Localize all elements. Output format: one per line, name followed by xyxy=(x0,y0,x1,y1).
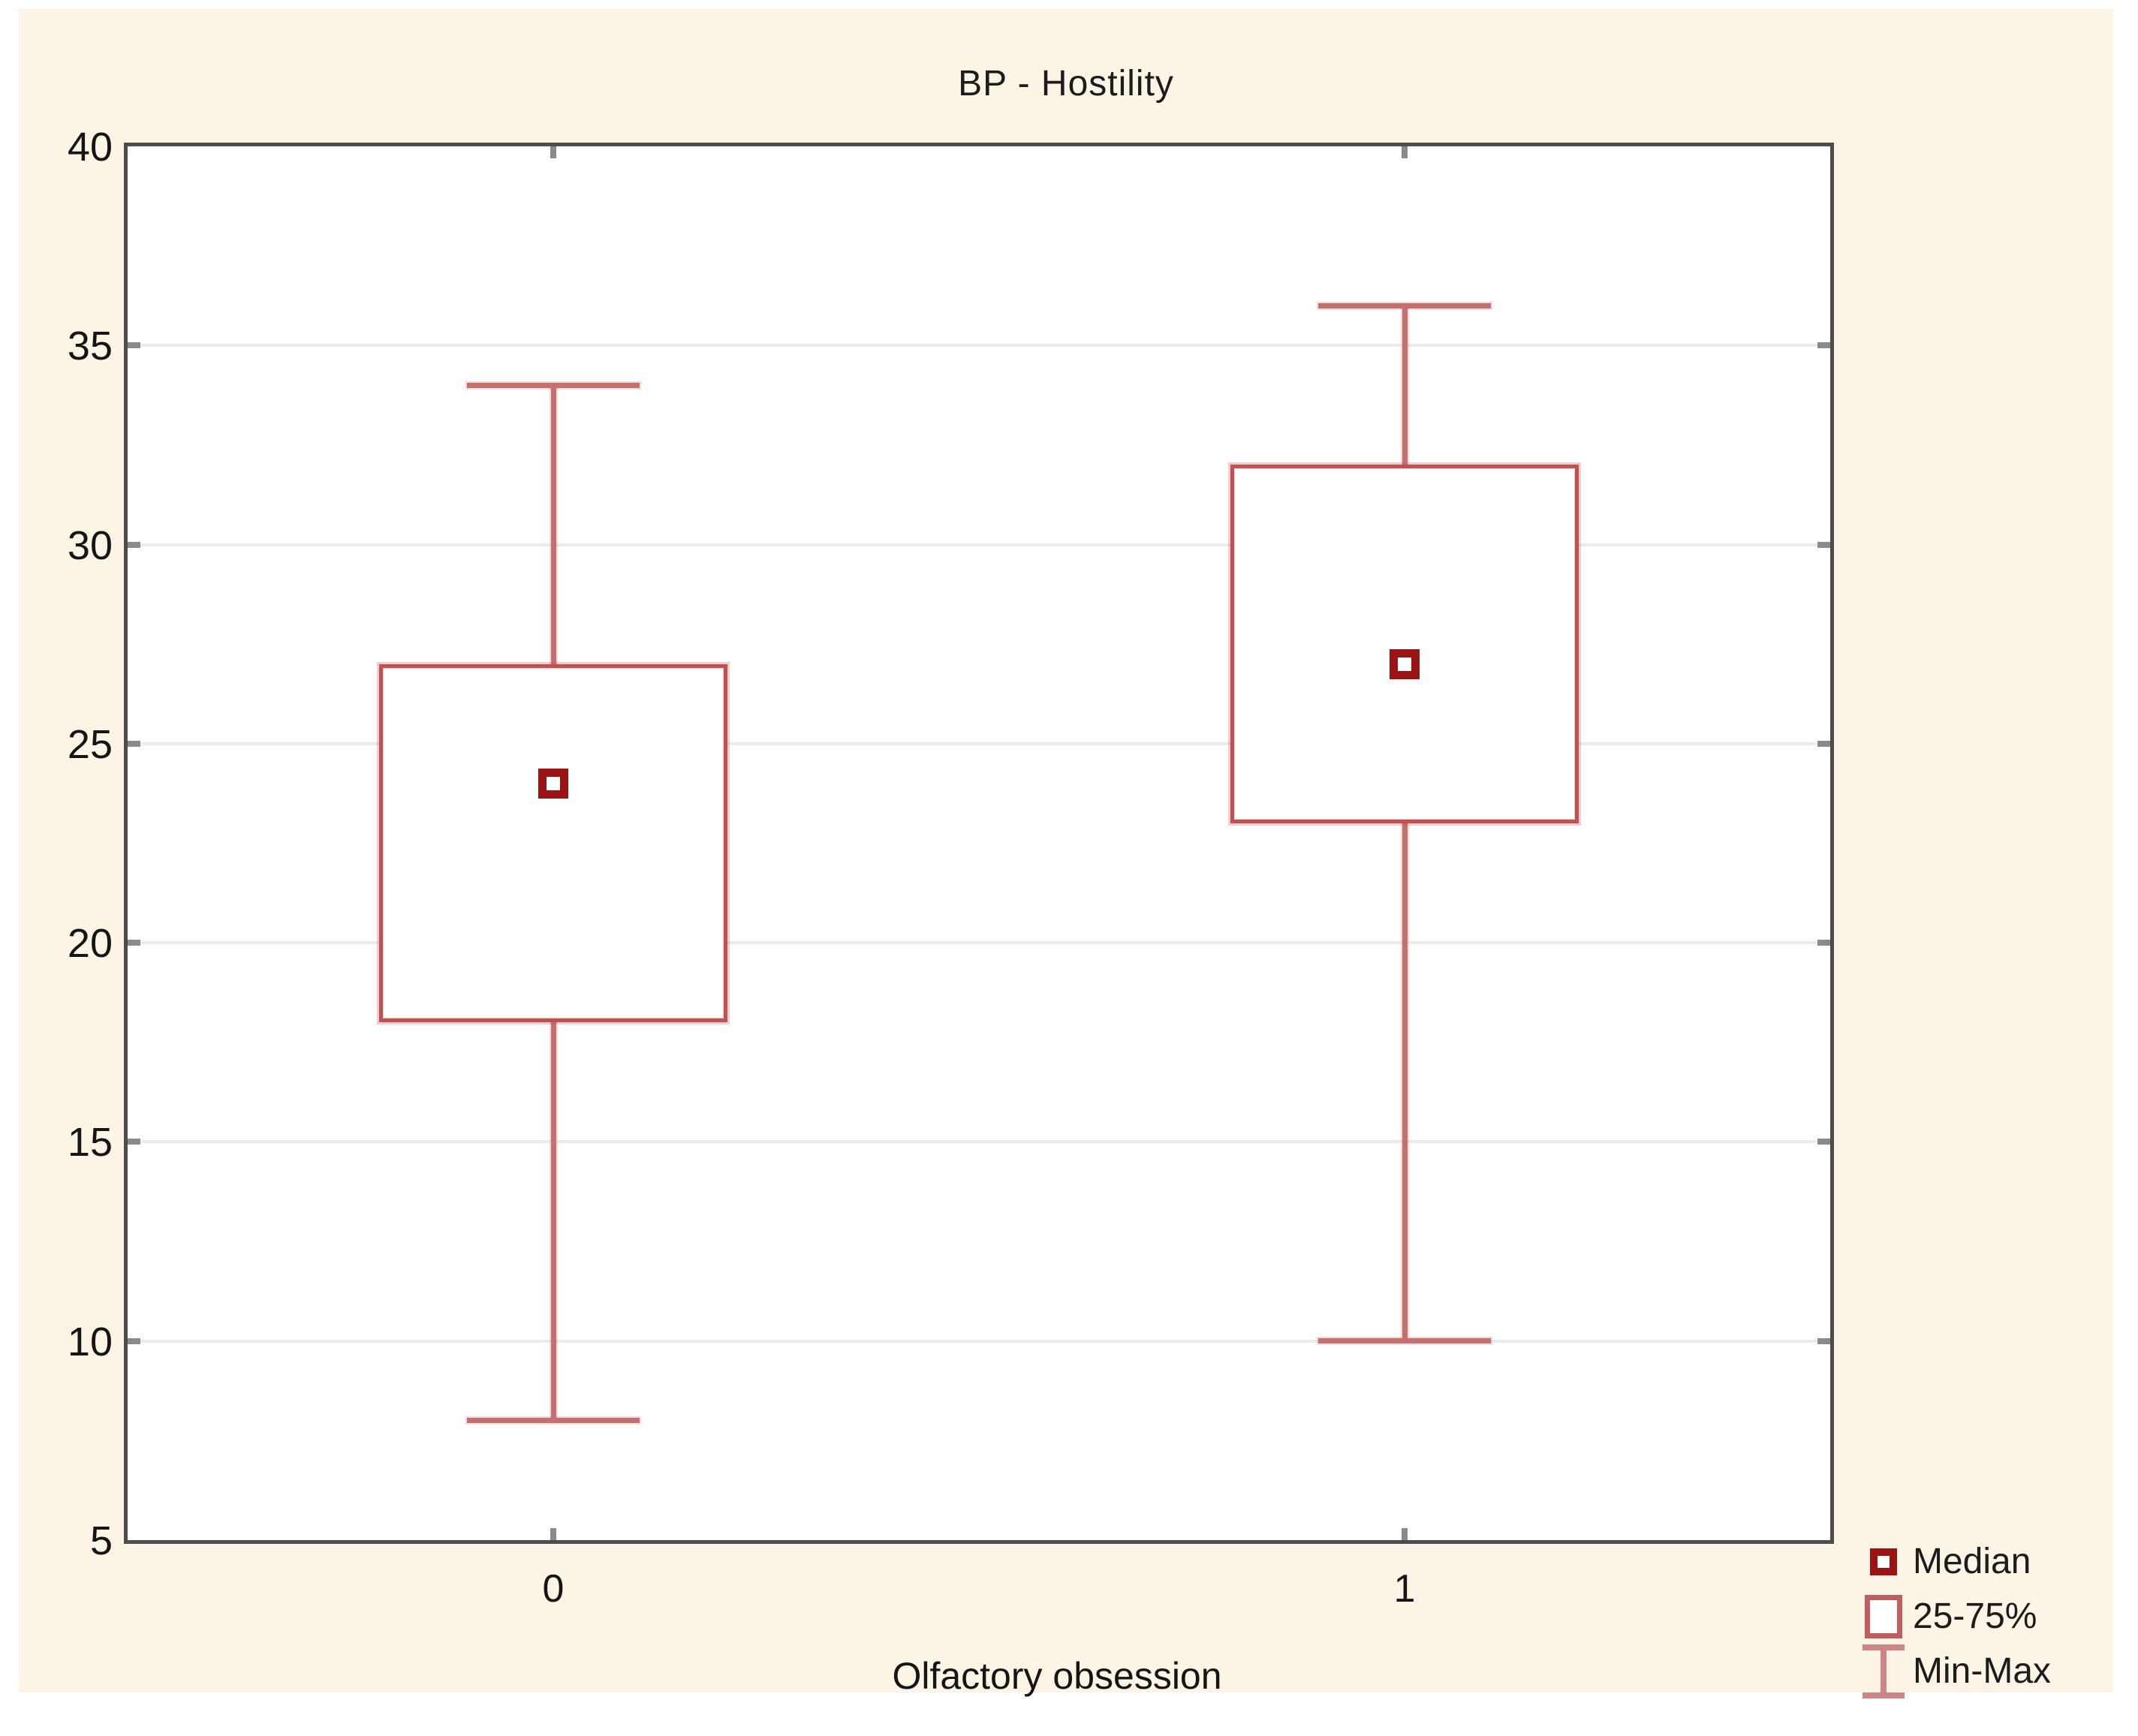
y-tick-label-20: 20 xyxy=(67,921,113,967)
whisker-upper-0 xyxy=(550,385,556,664)
median-marker-1 xyxy=(1390,648,1420,679)
y-tick-mark-left-30 xyxy=(128,541,140,548)
min-max-whisker-icon xyxy=(1862,1644,1905,1698)
gridline-15 xyxy=(128,1140,1830,1144)
whisker-cap-max-0 xyxy=(467,382,640,388)
chart-title: BP - Hostility xyxy=(958,64,1174,104)
x-tick-label-1: 1 xyxy=(1393,1567,1416,1611)
y-tick-mark-right-30 xyxy=(1817,541,1830,548)
gridline-20 xyxy=(128,941,1830,945)
x-axis-title: Olfactory obsession xyxy=(892,1655,1222,1697)
whisker-cap-min-1 xyxy=(1318,1338,1491,1344)
y-tick-label-40: 40 xyxy=(67,125,113,170)
median-square-icon xyxy=(1870,1548,1897,1575)
whisker-upper-1 xyxy=(1402,305,1408,465)
iqr-box-icon xyxy=(1865,1594,1902,1638)
legend-item-iqr: 25-75% xyxy=(1854,1589,2051,1644)
y-tick-label-25: 25 xyxy=(67,721,113,767)
figure-canvas: BP - Hostility Olfactory obsession Media… xyxy=(19,9,2113,1698)
gridline-30 xyxy=(128,543,1830,546)
y-tick-label-30: 30 xyxy=(67,522,113,568)
legend-item-median: Median xyxy=(1854,1534,2051,1589)
y-tick-mark-left-20 xyxy=(128,940,140,946)
iqr-box-0 xyxy=(379,663,727,1023)
y-tick-mark-left-10 xyxy=(128,1337,140,1344)
gridline-35 xyxy=(128,344,1830,348)
whisker-cap-max-1 xyxy=(1318,302,1491,308)
x-tick-mark-top-0 xyxy=(550,146,556,158)
x-tick-mark-top-1 xyxy=(1402,146,1408,158)
y-tick-label-35: 35 xyxy=(67,323,113,369)
y-tick-label-15: 15 xyxy=(67,1120,113,1166)
y-tick-mark-right-10 xyxy=(1817,1337,1830,1344)
gridline-10 xyxy=(128,1339,1830,1343)
legend-label: Median xyxy=(1913,1542,2031,1581)
median-marker-0 xyxy=(538,768,568,799)
y-tick-mark-left-15 xyxy=(128,1139,140,1145)
plot-area xyxy=(124,143,1834,1544)
y-tick-mark-right-25 xyxy=(1817,740,1830,747)
x-tick-mark-bottom-1 xyxy=(1402,1528,1408,1540)
y-tick-mark-left-25 xyxy=(128,740,140,747)
y-tick-label-5: 5 xyxy=(89,1518,113,1563)
y-tick-mark-right-15 xyxy=(1817,1139,1830,1145)
y-tick-label-10: 10 xyxy=(67,1319,113,1364)
legend-item-minmax: Min-Max xyxy=(1854,1644,2051,1698)
whisker-lower-0 xyxy=(550,1022,556,1421)
x-tick-mark-bottom-0 xyxy=(550,1528,556,1540)
legend-label: 25-75% xyxy=(1913,1596,2037,1636)
legend: Median 25-75% Min-Max xyxy=(1854,1534,2051,1698)
x-tick-label-0: 0 xyxy=(542,1567,565,1611)
y-tick-mark-right-35 xyxy=(1817,342,1830,349)
whisker-cap-min-0 xyxy=(467,1418,640,1424)
iqr-box-1 xyxy=(1230,465,1579,823)
gridline-25 xyxy=(128,742,1830,745)
y-tick-mark-right-20 xyxy=(1817,940,1830,946)
legend-label: Min-Max xyxy=(1913,1651,2052,1691)
y-tick-mark-left-35 xyxy=(128,342,140,349)
whisker-lower-1 xyxy=(1402,823,1408,1341)
